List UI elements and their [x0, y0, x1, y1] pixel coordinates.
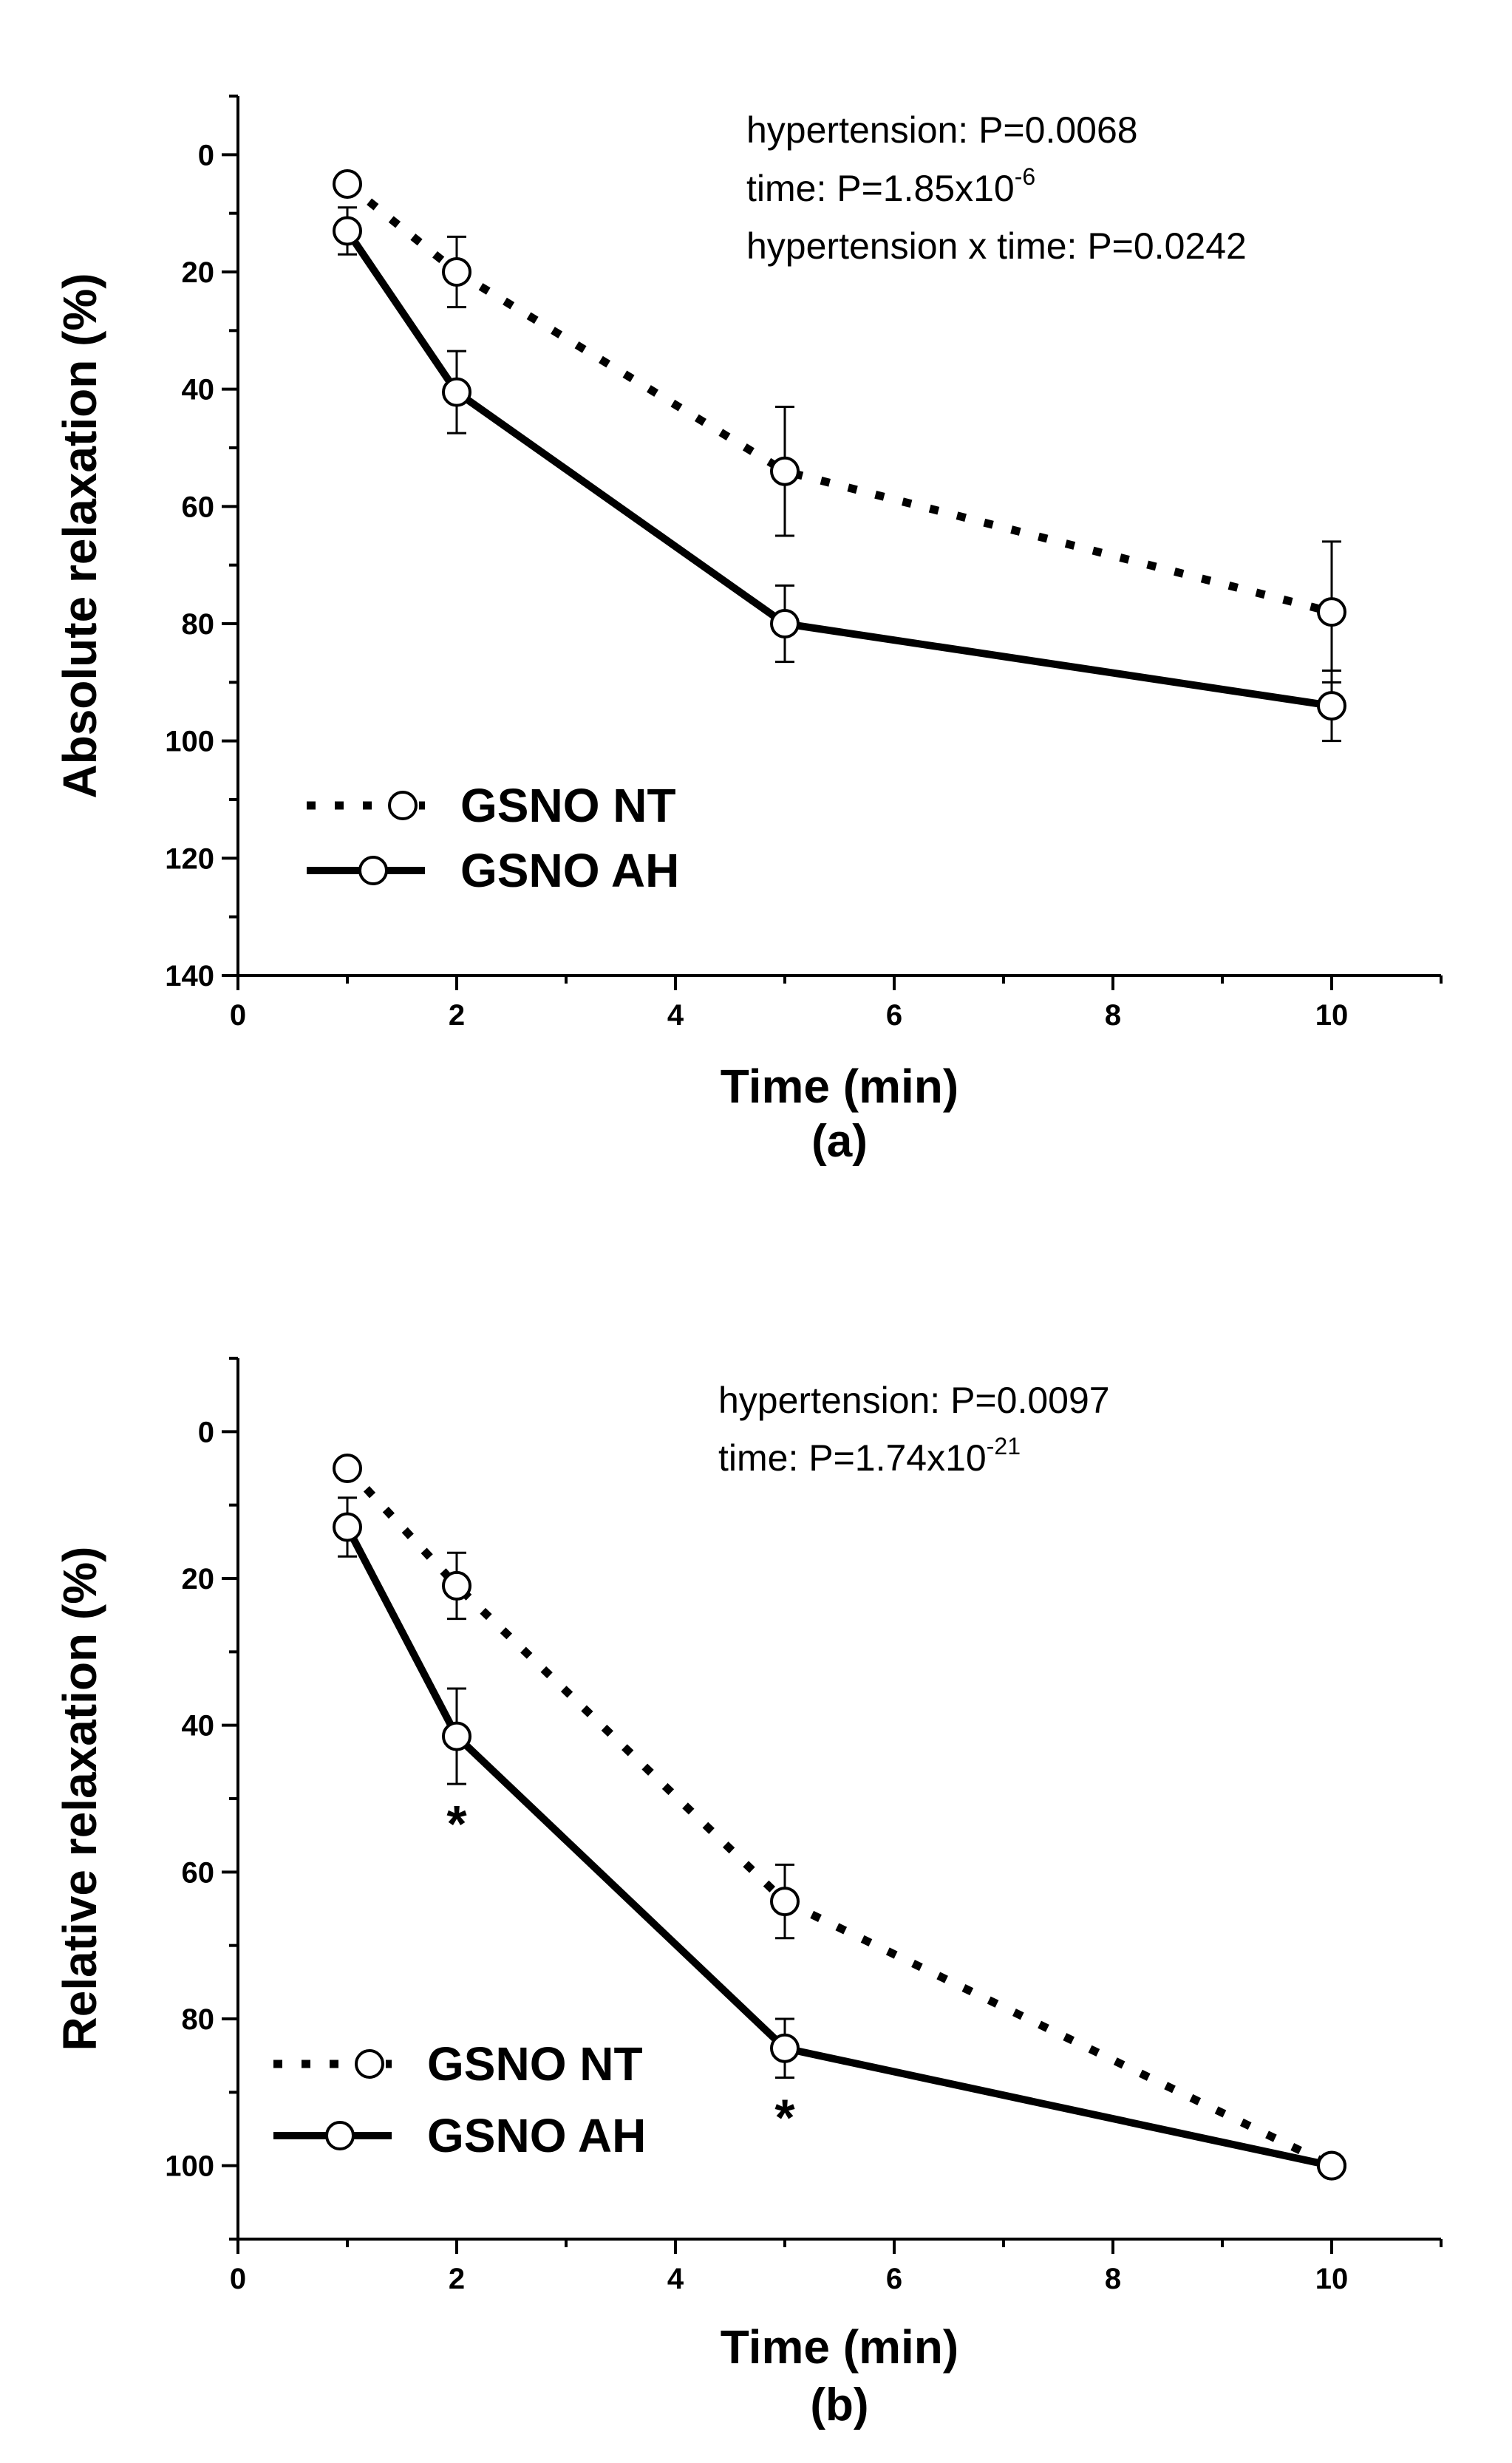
data-point-nt — [770, 1887, 800, 1917]
significance-star: * — [774, 2088, 795, 2146]
legend-swatch-marker — [388, 791, 418, 820]
legend-label: GSNO AH — [460, 844, 679, 897]
y-tick-label: 40 — [182, 374, 215, 406]
stats-annotation-text: time: P=1.85x10 — [746, 168, 1015, 209]
data-point-ah — [333, 1512, 362, 1542]
data-point-ah — [1317, 691, 1346, 721]
significance-star: * — [446, 1795, 467, 1853]
x-tick-label: 2 — [449, 2263, 465, 2295]
legend-label: GSNO NT — [460, 779, 676, 832]
stats-annotation-text: hypertension: P=0.0068 — [746, 109, 1138, 151]
data-point-nt — [333, 169, 362, 199]
data-point-ah — [770, 2033, 800, 2063]
x-axis-title: Time (min) — [721, 1060, 958, 1113]
data-point-ah — [442, 377, 471, 407]
y-tick-label: 100 — [165, 726, 214, 758]
legend-label: GSNO NT — [427, 2037, 643, 2091]
data-point-nt — [770, 456, 800, 486]
legend-swatch-marker — [325, 2121, 355, 2150]
y-tick-label: 0 — [198, 1416, 214, 1448]
data-point-nt — [442, 257, 471, 287]
x-tick-label: 4 — [667, 2263, 684, 2295]
y-axis-title: Absolute relaxation (%) — [53, 273, 106, 798]
data-point-ah — [770, 609, 800, 638]
panel-label: (a) — [811, 1116, 868, 1167]
data-point-ah — [1317, 2150, 1346, 2181]
legend-swatch-marker — [358, 856, 388, 885]
x-tick-label: 4 — [667, 999, 684, 1032]
data-point-ah — [333, 216, 362, 246]
stats-annotation: hypertension: P=0.0068 — [746, 109, 1138, 151]
data-point-nt — [333, 1454, 362, 1483]
panel-label: (b) — [810, 2379, 868, 2430]
y-tick-label: 140 — [165, 960, 214, 992]
stats-annotation: hypertension: P=0.0097 — [718, 1380, 1110, 1421]
legend-label: GSNO AH — [427, 2109, 646, 2162]
stats-annotation-text: hypertension x time: P=0.0242 — [746, 225, 1247, 267]
y-axis-title: Relative relaxation (%) — [53, 1547, 106, 2051]
y-tick-label: 100 — [165, 2150, 214, 2183]
x-tick-label: 8 — [1105, 999, 1121, 1032]
y-tick-label: 20 — [182, 1563, 215, 1595]
y-tick-label: 20 — [182, 256, 215, 289]
y-tick-label: 80 — [182, 2003, 215, 2036]
stats-annotation-text: time: P=1.74x10 — [718, 1437, 987, 1479]
x-tick-label: 10 — [1315, 2263, 1349, 2295]
y-tick-label: 40 — [182, 1710, 215, 1743]
y-tick-label: 60 — [182, 491, 215, 523]
y-tick-label: 60 — [182, 1856, 215, 1889]
x-tick-label: 10 — [1315, 999, 1349, 1032]
stats-annotation-text: hypertension: P=0.0097 — [718, 1380, 1110, 1421]
data-point-nt — [442, 1570, 471, 1601]
y-tick-label: 0 — [198, 139, 214, 171]
y-tick-label: 120 — [165, 842, 214, 875]
x-tick-label: 6 — [886, 2263, 902, 2295]
legend-swatch-marker — [355, 2049, 384, 2079]
x-tick-label: 0 — [230, 2263, 246, 2295]
data-point-ah — [442, 1721, 471, 1751]
series-line-ah — [344, 1525, 1333, 2170]
y-tick-label: 80 — [182, 608, 215, 641]
stats-annotation-exponent: -21 — [987, 1433, 1021, 1459]
x-tick-label: 0 — [230, 999, 246, 1032]
series-line-ah — [344, 228, 1332, 710]
stats-annotation-exponent: -6 — [1015, 163, 1035, 190]
stats-annotation: hypertension x time: P=0.0242 — [746, 225, 1247, 267]
data-point-nt — [1317, 597, 1346, 627]
x-axis-title: Time (min) — [721, 2320, 958, 2374]
x-tick-label: 8 — [1105, 2263, 1121, 2295]
stats-annotation: time: P=1.74x10-21 — [718, 1433, 1021, 1479]
x-tick-label: 2 — [449, 999, 465, 1032]
stats-annotation: time: P=1.85x10-6 — [746, 163, 1035, 209]
x-tick-label: 6 — [886, 999, 902, 1032]
